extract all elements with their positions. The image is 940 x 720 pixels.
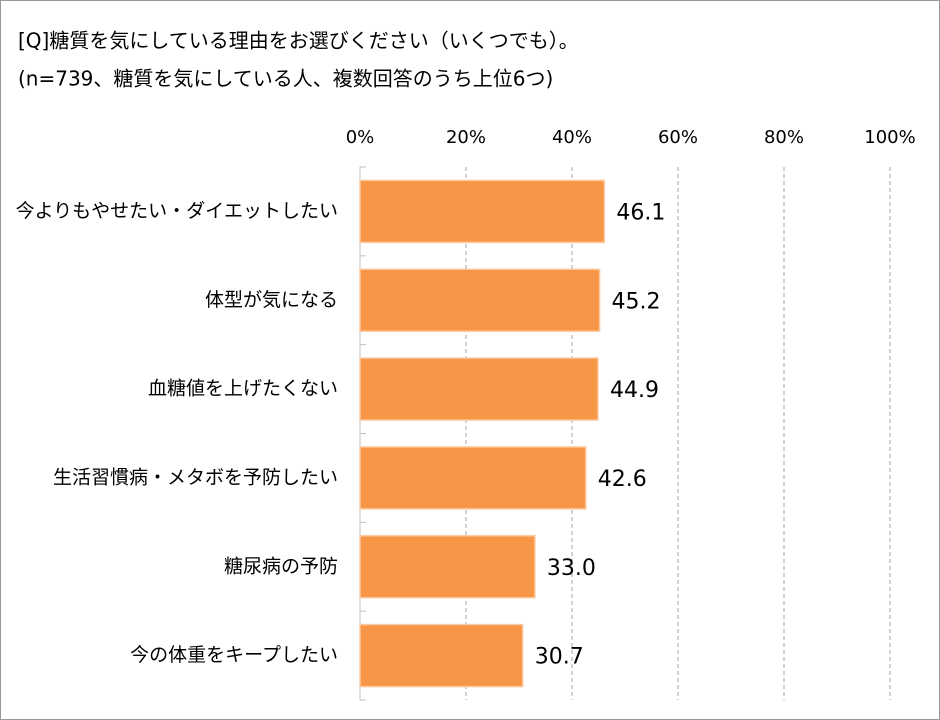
y-tick-label: 血糖値を上げたくない (148, 378, 338, 400)
y-tick-label: 体型が気になる (205, 289, 338, 311)
y-tick-label: 今よりもやせたい・ダイエットしたい (16, 200, 338, 222)
x-tick-label: 40% (552, 127, 592, 148)
value-label: 45.2 (612, 289, 661, 314)
x-tick-label: 0% (346, 127, 375, 148)
value-label: 30.7 (535, 645, 584, 670)
value-label: 44.9 (610, 378, 659, 403)
bar (359, 623, 524, 688)
x-tick-label: 100% (864, 127, 915, 148)
y-tick-label: 糖尿病の予防 (224, 555, 338, 577)
value-label: 46.1 (616, 200, 665, 225)
bar (359, 446, 587, 510)
chart-subtitle: (n=739、糖質を気にしている人、複数回答のうち上位6つ) (18, 67, 553, 91)
bar (359, 268, 601, 332)
x-tick-label: 20% (446, 127, 486, 148)
chart-title: [Q]糖質を気にしている理由をお選びください（いくつでも）。 (18, 29, 579, 53)
x-tick-label: 80% (764, 127, 804, 148)
x-tick-label: 60% (658, 127, 698, 148)
y-tick-label: 今の体重をキープしたい (130, 644, 338, 666)
bar (359, 535, 536, 599)
bar (359, 357, 599, 421)
value-label: 42.6 (598, 467, 647, 492)
bar (359, 179, 606, 244)
y-tick-label: 生活習慣病・メタボを予防したい (53, 466, 338, 488)
value-label: 33.0 (547, 556, 596, 581)
